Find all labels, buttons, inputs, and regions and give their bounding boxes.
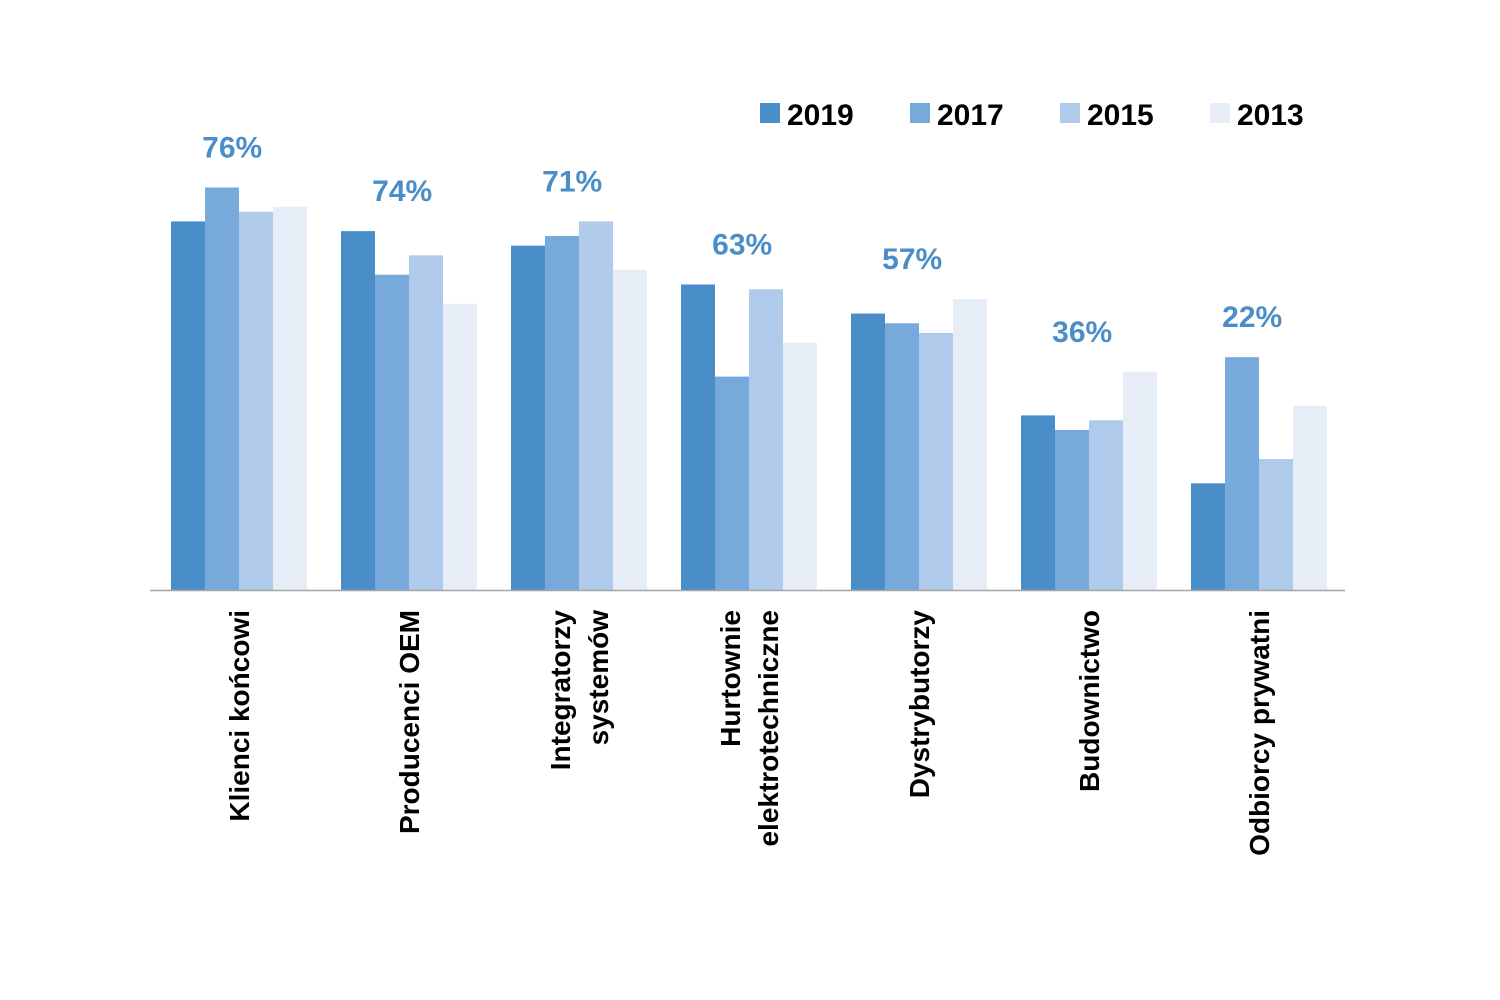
legend: 2019 2017 2015 2013 [760, 99, 1304, 132]
legend-swatch-2019 [760, 103, 780, 123]
bar-2017-3 [715, 376, 749, 590]
x-tick-label: Hurtownie [715, 610, 746, 747]
bar-2019-6 [1191, 483, 1225, 590]
bar-2013-2 [613, 269, 647, 590]
bar-2019-3 [681, 284, 715, 590]
data-label: 76% [202, 131, 262, 164]
bar-2015-5 [1089, 420, 1123, 590]
x-tick-label: elektrotechniczne [753, 610, 784, 847]
bar-2015-3 [749, 289, 783, 590]
bar-2017-1 [375, 274, 409, 590]
bar-2019-5 [1021, 415, 1055, 590]
bar-2019-0 [171, 221, 205, 590]
bar-2017-4 [885, 323, 919, 590]
bar-2013-3 [783, 342, 817, 590]
bar-2013-4 [953, 299, 987, 590]
data-label: 71% [542, 165, 602, 198]
bar-2015-4 [919, 332, 953, 590]
bar-2013-1 [443, 303, 477, 590]
data-label: 36% [1052, 316, 1112, 349]
legend-swatch-2013 [1210, 103, 1230, 123]
bars [171, 187, 1327, 590]
legend-swatch-2015 [1060, 103, 1080, 123]
x-tick-label: Budownictwo [1074, 610, 1105, 792]
x-tick-label: Producenci OEM [394, 610, 425, 834]
bar-2015-2 [579, 221, 613, 590]
legend-label-2017: 2017 [937, 99, 1004, 132]
x-tick-label: Klienci końcowi [224, 610, 255, 822]
bar-2019-2 [511, 245, 545, 590]
bar-2013-6 [1293, 405, 1327, 590]
data-label: 22% [1222, 301, 1282, 334]
data-label: 74% [372, 175, 432, 208]
x-axis-tick-labels: Klienci końcowi Producenci OEM Integratorz… [224, 610, 1275, 856]
bar-2015-0 [239, 211, 273, 590]
bar-2015-6 [1259, 459, 1293, 590]
bar-2017-5 [1055, 429, 1089, 590]
data-label: 63% [712, 228, 772, 261]
legend-label-2013: 2013 [1237, 99, 1304, 132]
bar-2015-1 [409, 255, 443, 590]
x-tick-label: Odbiorcy prywatni [1244, 610, 1275, 856]
legend-label-2015: 2015 [1087, 99, 1154, 132]
legend-swatch-2017 [910, 103, 930, 123]
bar-2019-1 [341, 231, 375, 590]
bar-2017-2 [545, 235, 579, 590]
bar-2017-6 [1225, 357, 1259, 590]
bar-2017-0 [205, 187, 239, 590]
bar-2013-0 [273, 206, 307, 590]
data-labels: 76% 74% 71% 63% 57% 36% 22% [202, 131, 1282, 348]
data-label: 57% [882, 243, 942, 276]
x-tick-label: systemów [583, 610, 614, 746]
x-tick-label: Dystrybutorzy [904, 610, 935, 799]
legend-label-2019: 2019 [787, 99, 854, 132]
bar-2019-4 [851, 313, 885, 590]
bar-2013-5 [1123, 371, 1157, 590]
x-tick-label: Integratorzy [545, 610, 576, 771]
